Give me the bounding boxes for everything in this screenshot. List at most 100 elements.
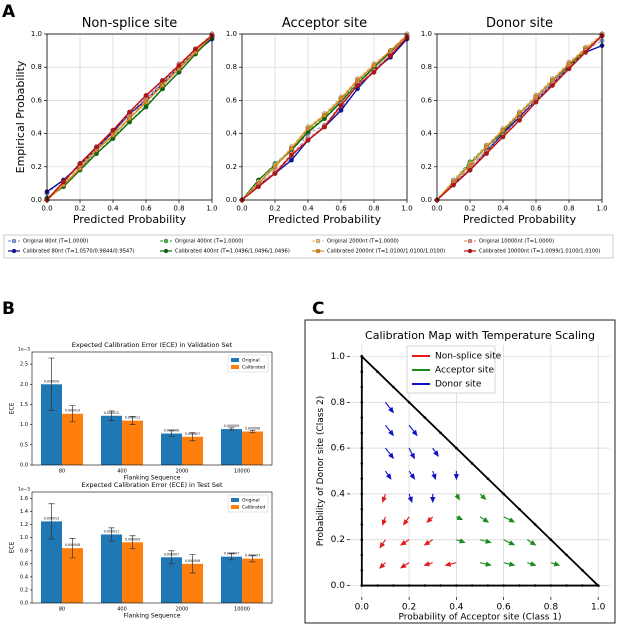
legend-marker bbox=[315, 238, 321, 244]
arrow bbox=[407, 493, 413, 504]
y-tick-label: 1.0 bbox=[226, 30, 237, 38]
value-label: 0.000012 bbox=[104, 411, 119, 415]
x-tick-label: 0.2 bbox=[269, 205, 280, 213]
y-tick-label: 1.0 bbox=[331, 352, 346, 362]
boundary-dot bbox=[360, 385, 364, 389]
point bbox=[176, 63, 182, 68]
y-tick-label: 0.6 bbox=[331, 444, 346, 454]
x-tick-label: 1.0 bbox=[591, 603, 606, 613]
point bbox=[566, 66, 572, 72]
arrow bbox=[550, 561, 561, 567]
error-bar bbox=[228, 427, 235, 431]
arrow bbox=[431, 470, 437, 481]
x-tick-label: 0.6 bbox=[496, 603, 511, 613]
boundary-dot bbox=[360, 416, 364, 419]
arrow bbox=[408, 447, 415, 460]
boundary-dot bbox=[439, 431, 442, 435]
arrow bbox=[379, 562, 386, 569]
error-bar bbox=[249, 429, 256, 434]
arrow bbox=[503, 561, 516, 567]
value-label: 0.000006 bbox=[185, 559, 200, 563]
boundary-dot bbox=[549, 584, 553, 587]
boundary-dot bbox=[470, 584, 474, 587]
legend-label: Acceptor site bbox=[435, 366, 494, 376]
point bbox=[289, 152, 294, 158]
x-tick-label: 0.4 bbox=[449, 603, 464, 613]
bar bbox=[242, 431, 263, 465]
legend-label: Original 2000nt (T=1.0000) bbox=[327, 239, 399, 245]
boundary-dot bbox=[360, 355, 364, 358]
point bbox=[94, 144, 99, 150]
error-bar bbox=[69, 405, 76, 423]
axes-frame bbox=[436, 33, 603, 201]
bar bbox=[221, 429, 242, 465]
arrow bbox=[381, 493, 387, 504]
error-bar bbox=[168, 550, 175, 565]
boundary-dot bbox=[360, 370, 364, 374]
simplex-boundary bbox=[360, 354, 601, 587]
y-tick-label: 0.0 bbox=[20, 463, 28, 469]
boundary-dot bbox=[407, 400, 411, 404]
boundary-dot bbox=[360, 568, 364, 572]
error-bar bbox=[69, 538, 76, 559]
y-tick-label: 0.2 bbox=[421, 163, 432, 171]
y-tick-label: 0.6 bbox=[421, 96, 433, 104]
boundary-dot bbox=[423, 584, 427, 587]
legend-marker bbox=[163, 238, 169, 244]
value-label: 0.000008 bbox=[65, 543, 80, 547]
arrow bbox=[379, 539, 386, 549]
legend-marker bbox=[467, 238, 473, 244]
y-tick-label: 1.2 bbox=[20, 522, 28, 528]
arrow bbox=[479, 493, 487, 501]
y-tick-label: 0.8 bbox=[421, 63, 432, 71]
legend-marker bbox=[467, 248, 473, 254]
y-tick-label: 1.0 bbox=[421, 30, 432, 38]
y-tick-label: 2.5 bbox=[20, 362, 28, 368]
point bbox=[388, 53, 393, 58]
point bbox=[77, 161, 83, 166]
arrow bbox=[527, 561, 537, 567]
boundary-dot bbox=[360, 431, 364, 435]
point bbox=[517, 111, 522, 117]
arrow bbox=[403, 516, 410, 526]
y-tick-label: 1.5 bbox=[20, 402, 28, 408]
boundary-dot bbox=[502, 584, 505, 587]
point bbox=[272, 164, 278, 170]
boundary-dot bbox=[581, 568, 584, 572]
axes-frame bbox=[31, 491, 273, 604]
axes-frame bbox=[241, 33, 408, 201]
boundary-dot bbox=[360, 477, 364, 480]
bar bbox=[221, 556, 242, 603]
arrow bbox=[453, 471, 459, 481]
x-tick-label: 0.8 bbox=[368, 205, 379, 213]
boundary-dot bbox=[392, 584, 395, 587]
x-axis-label: Predicted Probability bbox=[463, 213, 577, 226]
boundary-dot bbox=[376, 370, 379, 374]
legend-label: Calibrated bbox=[242, 365, 265, 371]
bar bbox=[182, 436, 203, 465]
x-axis-label: Probability of Acceptor site (Class 1) bbox=[398, 613, 561, 623]
arrow bbox=[456, 538, 466, 544]
arrow bbox=[423, 539, 434, 546]
panel-label: B bbox=[2, 299, 15, 319]
bar bbox=[101, 415, 122, 465]
error-bar bbox=[108, 527, 115, 542]
chart-title: Expected Calibration Error (ECE) in Test… bbox=[81, 481, 223, 489]
y-tick-label: 0.4 bbox=[20, 574, 28, 580]
axes-frame bbox=[31, 351, 273, 466]
boundary-dot bbox=[455, 446, 458, 450]
bar bbox=[182, 563, 203, 603]
point bbox=[143, 104, 149, 110]
boundary-dot bbox=[533, 584, 537, 587]
point bbox=[143, 93, 149, 98]
x-tick-label: 0.8 bbox=[173, 205, 184, 213]
bar bbox=[122, 420, 143, 465]
x-tick-label: 0.6 bbox=[530, 205, 542, 213]
x-tick-label: 0.8 bbox=[544, 603, 559, 613]
arrow bbox=[408, 470, 416, 480]
legend-label: Calibrated 10000nt (T=1.0099/1.0100/1.01… bbox=[479, 249, 600, 255]
x-tick-label: 0.0 bbox=[236, 205, 247, 213]
arrow bbox=[430, 493, 436, 504]
legend-swatch bbox=[231, 358, 239, 362]
point bbox=[451, 182, 456, 188]
